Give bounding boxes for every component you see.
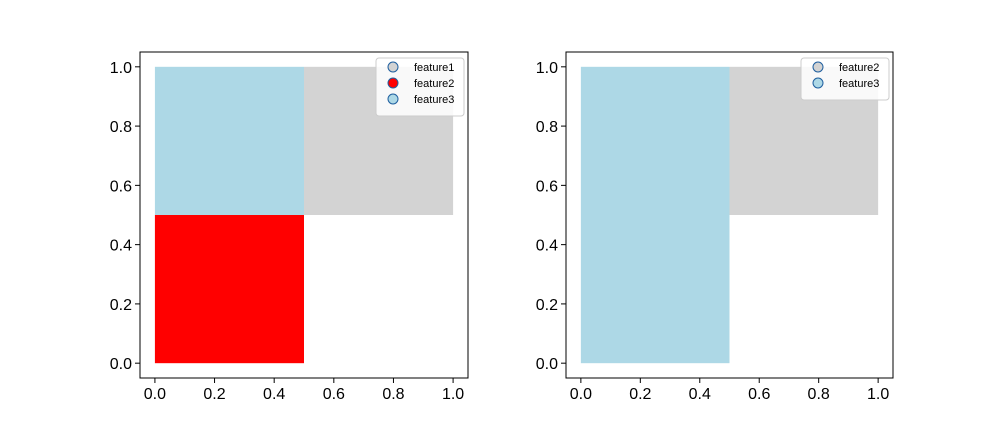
legend-label: feature1	[414, 62, 454, 74]
legend-frame	[375, 57, 465, 117]
x-tick-label: 0.2	[203, 386, 225, 403]
legend-label: feature2	[839, 62, 879, 74]
y-tick-label: 0.6	[536, 178, 558, 195]
legend-label: feature3	[414, 94, 454, 106]
x-tick-label: 0.8	[382, 386, 404, 403]
legend-label: feature2	[414, 78, 454, 90]
chart-panel-2: 0.0 0.2 0.4 0.6 0.8 1.0 0.0 0.2 0.4 0.6 0.8 1.0 feat…	[536, 51, 894, 403]
legend-marker	[387, 61, 399, 73]
x-tick-label: 1.0	[867, 386, 889, 403]
y-tick-label: 0.6	[110, 178, 132, 195]
x-tick-label: 0.2	[629, 386, 651, 403]
chart-panel-1: 0.0 0.2 0.4 0.6 0.8 1.0 0.0 0.2 0.4 0.6 0.8 1.0 feat…	[110, 51, 469, 403]
x-tick-label: 0.4	[689, 386, 711, 403]
y-tick-label: 0.4	[536, 238, 558, 255]
data-cell	[154, 66, 304, 216]
legend-marker	[387, 77, 399, 89]
y-tick-label: 0.0	[110, 356, 132, 373]
legend: feature1 feature2 feature3	[375, 57, 465, 117]
y-tick-label: 0.4	[110, 238, 132, 255]
y-tick-label: 0.2	[110, 297, 132, 314]
x-tick-label: 0.8	[808, 386, 830, 403]
x-tick-label: 1.0	[442, 386, 464, 403]
axes-frame	[565, 51, 894, 379]
x-tick-label: 0.4	[263, 386, 285, 403]
x-tick-label: 0.0	[570, 386, 592, 403]
data-cell	[580, 66, 730, 364]
y-tick-label: 1.0	[536, 60, 558, 77]
legend-marker	[812, 77, 824, 89]
y-tick-label: 0.2	[536, 297, 558, 314]
axes-frame	[139, 51, 469, 379]
y-tick-label: 0.8	[536, 119, 558, 136]
y-tick-label: 0.8	[110, 119, 132, 136]
y-tick-label: 1.0	[110, 60, 132, 77]
legend: feature2 feature3	[800, 57, 890, 101]
x-tick-label: 0.6	[323, 386, 345, 403]
x-tick-label: 0.6	[748, 386, 770, 403]
legend-marker	[387, 93, 399, 105]
x-tick-label: 0.0	[144, 386, 166, 403]
legend-label: feature3	[839, 78, 879, 90]
y-tick-label: 0.0	[536, 356, 558, 373]
legend-marker	[812, 61, 824, 73]
data-cell	[154, 215, 304, 364]
